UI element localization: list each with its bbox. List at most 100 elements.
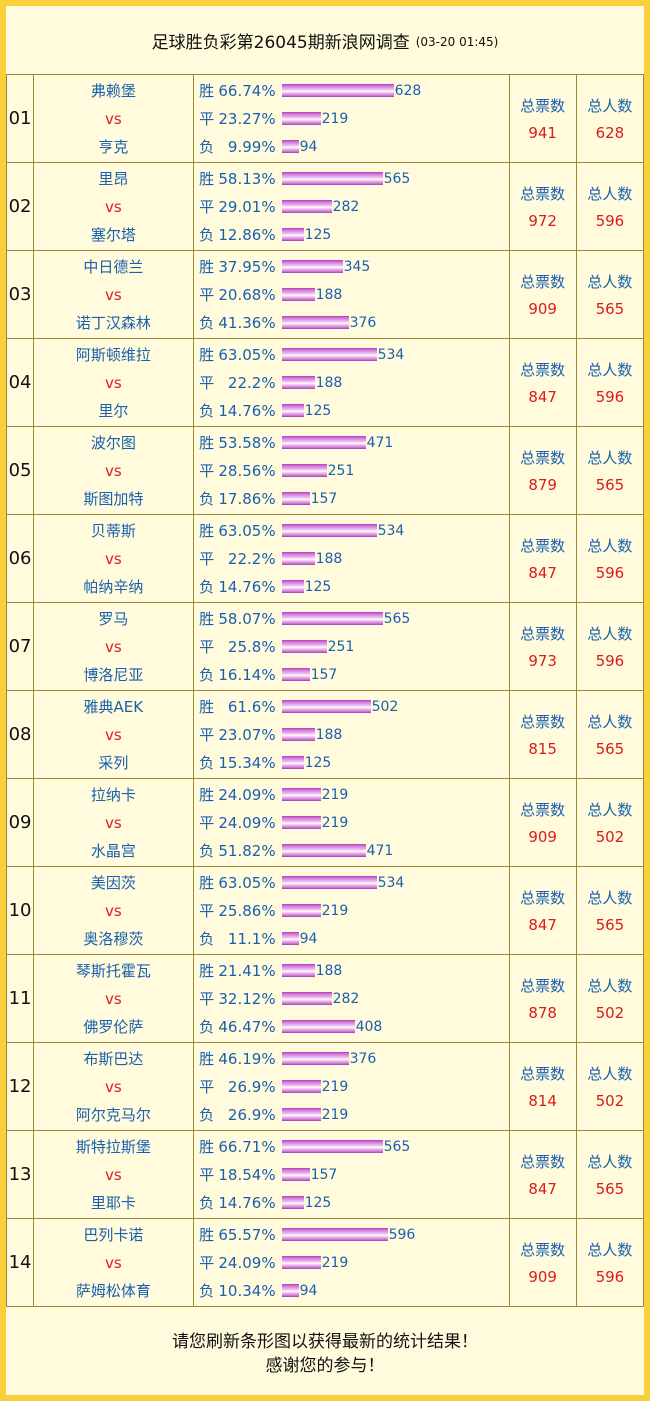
- away-team: 里尔: [98, 401, 129, 420]
- outcome-label: 负: [199, 138, 215, 156]
- total-votes-label: 总票数: [520, 273, 566, 291]
- outcome-count: 376: [349, 314, 377, 331]
- match-teams: 琴斯托霍瓦 vs 佛罗伦萨: [33, 954, 194, 1043]
- total-people-cell: 总人数 565: [575, 250, 645, 339]
- match-row: 07 罗马 vs 博洛尼亚 胜 58.07% 565 平 25.8% 251 负…: [5, 602, 645, 691]
- stat-row: 胜 66.74% 628: [194, 77, 509, 105]
- total-people-label: 总人数: [587, 625, 633, 643]
- total-votes-cell: 总票数 973: [508, 602, 577, 691]
- results-table: 01 弗赖堡 vs 亨克 胜 66.74% 628 平 23.27% 219 负…: [5, 74, 645, 1307]
- outcome-label: 平: [199, 638, 215, 656]
- match-teams: 美因茨 vs 奥洛穆茨: [33, 866, 194, 955]
- match-number: 01: [5, 74, 35, 163]
- vote-bar: [281, 964, 315, 977]
- outcome-label: 负: [199, 314, 215, 332]
- total-people-cell: 总人数 596: [575, 1218, 645, 1307]
- vote-bar: [281, 228, 304, 241]
- match-row: 01 弗赖堡 vs 亨克 胜 66.74% 628 平 23.27% 219 负…: [5, 74, 645, 163]
- match-number: 06: [5, 514, 35, 603]
- outcome-count: 502: [371, 698, 399, 715]
- outcome-percent: 21.41%: [218, 961, 276, 980]
- match-number: 02: [5, 162, 35, 251]
- match-number: 12: [5, 1042, 35, 1131]
- total-votes-cell: 总票数 878: [508, 954, 577, 1043]
- vote-bar: [281, 552, 315, 565]
- outcome-percent: 22.2%: [227, 373, 276, 392]
- vs-label: vs: [104, 989, 122, 1008]
- total-votes-cell: 总票数 814: [508, 1042, 577, 1131]
- outcome-label: 平: [199, 1254, 215, 1272]
- total-votes-label: 总票数: [520, 185, 566, 203]
- total-people-value: 565: [595, 740, 625, 758]
- outcome-percent: 25.8%: [227, 637, 276, 656]
- total-people-cell: 总人数 502: [575, 778, 645, 867]
- away-team: 帕纳辛纳: [83, 577, 144, 596]
- match-teams: 雅典AEK vs 采列: [33, 690, 194, 779]
- match-row: 11 琴斯托霍瓦 vs 佛罗伦萨 胜 21.41% 188 平 32.12% 2…: [5, 954, 645, 1043]
- match-number: 11: [5, 954, 35, 1043]
- total-people-label: 总人数: [587, 889, 633, 907]
- stat-row: 负 14.76% 125: [194, 573, 509, 601]
- stat-row: 平 26.9% 219: [194, 1073, 509, 1101]
- total-people-value: 628: [595, 124, 625, 142]
- vote-bar: [281, 404, 304, 417]
- total-votes-cell: 总票数 879: [508, 426, 577, 515]
- outcome-count: 219: [321, 1254, 349, 1271]
- vote-bar: [281, 140, 299, 153]
- vs-label: vs: [104, 637, 122, 656]
- vote-bar: [281, 1020, 355, 1033]
- total-people-value: 596: [595, 564, 625, 582]
- outcome-label: 胜: [199, 962, 215, 980]
- stat-row: 平 24.09% 219: [194, 809, 509, 837]
- total-people-label: 总人数: [587, 713, 633, 731]
- stat-row: 负 16.14% 157: [194, 661, 509, 689]
- total-people-value: 502: [595, 1004, 625, 1022]
- total-votes-label: 总票数: [520, 361, 566, 379]
- stat-row: 平 23.07% 188: [194, 721, 509, 749]
- total-votes-cell: 总票数 847: [508, 1130, 577, 1219]
- match-teams: 斯特拉斯堡 vs 里耶卡: [33, 1130, 194, 1219]
- match-stats: 胜 66.74% 628 平 23.27% 219 负 9.99% 94: [192, 74, 510, 163]
- footer-notice: 请您刷新条形图以获得最新的统计结果！ 感谢您的参与！: [6, 1330, 644, 1378]
- away-team: 佛罗伦萨: [83, 1017, 144, 1036]
- match-teams: 中日德兰 vs 诺丁汉森林: [33, 250, 194, 339]
- outcome-label: 负: [199, 666, 215, 684]
- outcome-count: 282: [332, 990, 360, 1007]
- vote-bar: [281, 1228, 388, 1241]
- vs-label: vs: [104, 1253, 122, 1272]
- total-votes-value: 878: [528, 1004, 557, 1022]
- total-votes-value: 909: [528, 300, 557, 318]
- total-people-value: 565: [595, 300, 625, 318]
- outcome-count: 282: [332, 198, 360, 215]
- match-row: 03 中日德兰 vs 诺丁汉森林 胜 37.95% 345 平 20.68% 1…: [5, 250, 645, 339]
- match-number: 04: [5, 338, 35, 427]
- stat-row: 胜 63.05% 534: [194, 341, 509, 369]
- outcome-percent: 32.12%: [218, 989, 276, 1008]
- away-team: 塞尔塔: [90, 225, 136, 244]
- vote-bar: [281, 260, 343, 273]
- match-row: 06 贝蒂斯 vs 帕纳辛纳 胜 63.05% 534 平 22.2% 188 …: [5, 514, 645, 603]
- outcome-label: 胜: [199, 1138, 215, 1156]
- vote-bar: [281, 876, 377, 889]
- survey-date: (03-20 01:45): [415, 35, 499, 49]
- stat-row: 负 17.86% 157: [194, 485, 509, 513]
- survey-panel: 足球胜负彩第26045期新浪网调查 (03-20 01:45) 01 弗赖堡 v…: [5, 6, 645, 1395]
- total-people-cell: 总人数 565: [575, 1130, 645, 1219]
- stat-row: 胜 37.95% 345: [194, 253, 509, 281]
- outcome-percent: 14.76%: [218, 1193, 276, 1212]
- stat-row: 负 9.99% 94: [194, 133, 509, 161]
- total-people-cell: 总人数 565: [575, 866, 645, 955]
- outcome-count: 125: [304, 754, 332, 771]
- total-votes-value: 847: [528, 388, 557, 406]
- outcome-label: 平: [199, 990, 215, 1008]
- total-votes-cell: 总票数 909: [508, 778, 577, 867]
- home-team: 波尔图: [90, 433, 136, 452]
- match-teams: 布斯巴达 vs 阿尔克马尔: [33, 1042, 194, 1131]
- stat-row: 平 22.2% 188: [194, 369, 509, 397]
- outcome-count: 565: [383, 610, 411, 627]
- outcome-count: 565: [383, 170, 411, 187]
- outcome-label: 负: [199, 930, 215, 948]
- match-teams: 贝蒂斯 vs 帕纳辛纳: [33, 514, 194, 603]
- stat-row: 胜 66.71% 565: [194, 1133, 509, 1161]
- vote-bar: [281, 112, 321, 125]
